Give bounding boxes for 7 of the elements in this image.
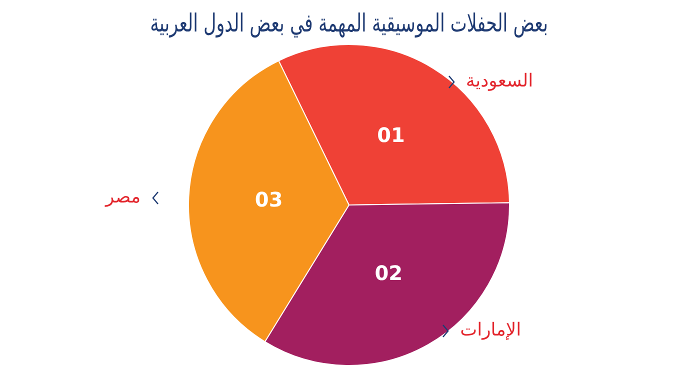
text: 03	[254, 187, 283, 212]
slice-label: الإمارات	[460, 319, 522, 340]
text: 01	[377, 122, 405, 147]
text: 02	[374, 260, 403, 285]
chart-title: بعض الحفلات الموسيقية المهمة في بعض الدول العربية	[150, 9, 548, 38]
slice-label: السعودية	[466, 70, 534, 92]
slice-label: مصر	[104, 186, 141, 208]
